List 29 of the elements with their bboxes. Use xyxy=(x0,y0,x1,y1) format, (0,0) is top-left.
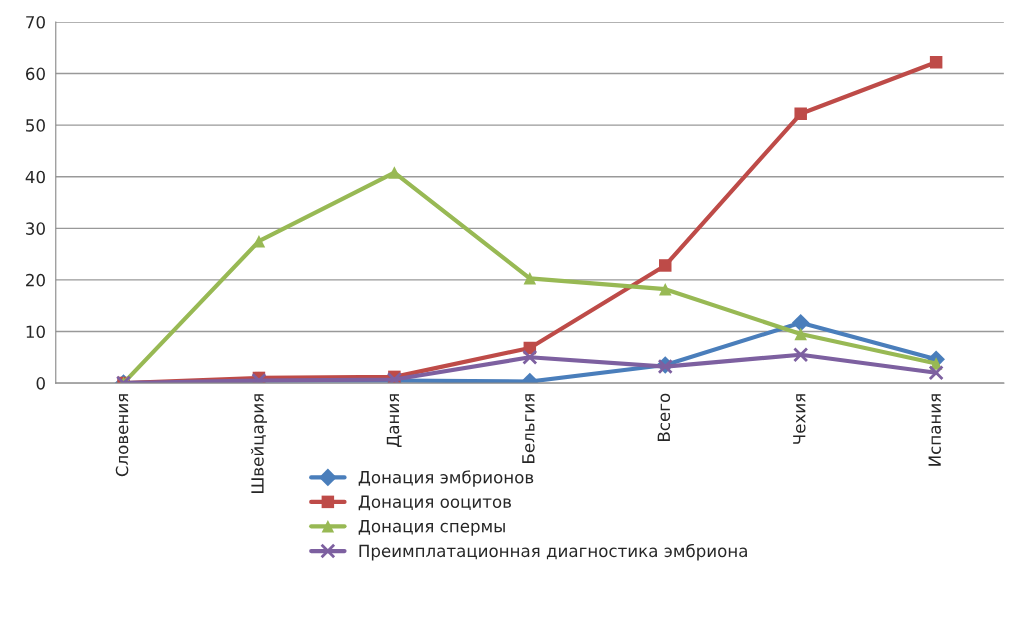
point xyxy=(522,349,538,365)
x-tick-label: Всего xyxy=(657,393,671,441)
legend-label: Донация эмбрионов xyxy=(358,470,534,487)
x-tick-label: Чехия xyxy=(793,394,806,444)
y-tick-label: 20 xyxy=(26,273,45,287)
y-tick-label: 60 xyxy=(26,67,45,81)
point xyxy=(794,107,807,121)
x-tick-label: Испания xyxy=(928,394,941,466)
y-tick-label: 70 xyxy=(26,15,45,29)
x-tick-label: Бельгия xyxy=(522,394,535,463)
point xyxy=(523,272,537,285)
point xyxy=(659,282,672,296)
y-tick-label: 0 xyxy=(36,377,45,390)
x-tick-label: Швейцария xyxy=(250,394,267,493)
legend-label: Преимплатационная диагностика эмбриона xyxy=(359,543,747,561)
y-tick-label: 10 xyxy=(26,325,45,339)
point xyxy=(791,313,810,332)
point xyxy=(928,365,944,381)
x-tick-label: Дания xyxy=(386,394,402,447)
legend-label: Донация спермы xyxy=(358,520,505,536)
y-tick-label: 40 xyxy=(25,170,45,184)
point xyxy=(793,347,809,363)
legend-label: Донация ооцитов xyxy=(358,495,511,511)
x-tick-label: Словения xyxy=(115,394,129,477)
point xyxy=(659,259,672,272)
y-tick-label: 30 xyxy=(26,222,45,235)
point xyxy=(794,327,807,341)
y-tick-label: 50 xyxy=(26,119,45,132)
point xyxy=(929,55,943,69)
